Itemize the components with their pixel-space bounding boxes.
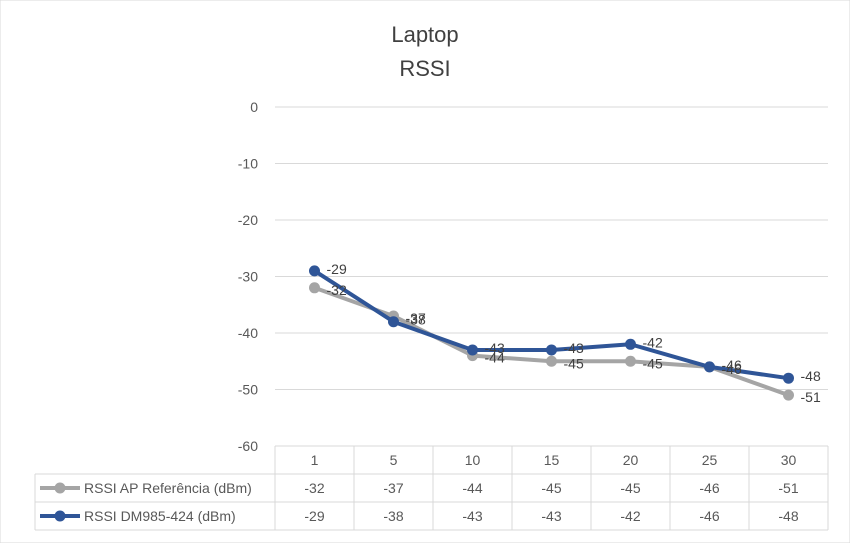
data-point: [625, 338, 636, 350]
y-tick-label: -30: [238, 269, 258, 285]
y-tick-label: -40: [238, 325, 258, 341]
data-label: -38: [406, 312, 426, 328]
data-point: [546, 344, 557, 356]
data-label: -43: [485, 340, 505, 356]
data-label: -43: [564, 340, 584, 356]
gridlines: [275, 106, 828, 447]
data-labels: -32 -37 -44 -45 -45 -46 -51 -29 -38 -43 -43 -42 -46 -…: [327, 261, 821, 405]
table-cell-value: -44: [462, 480, 482, 496]
x-category-label: 25: [702, 452, 718, 468]
y-tick-label: -60: [238, 438, 258, 454]
data-point: [309, 282, 320, 294]
data-point: [783, 389, 794, 401]
data-label: -32: [327, 282, 347, 298]
table-cell-value: -42: [620, 508, 640, 524]
legend-series-name: RSSI AP Referência (dBm): [84, 480, 252, 496]
table-cell-value: -29: [304, 508, 324, 524]
chart-title-line1: Laptop: [391, 22, 458, 47]
y-tick-label: -50: [238, 382, 258, 398]
data-point: [783, 372, 794, 384]
y-tick-label: 0: [250, 99, 258, 115]
data-label: -44: [485, 350, 505, 366]
y-axis-tick-labels: 0 -10 -20 -30 -40 -50 -60: [238, 99, 258, 454]
data-label: -48: [801, 368, 821, 384]
x-category-label: 1: [311, 452, 319, 468]
data-label: -29: [327, 261, 347, 277]
legend-series-name: RSSI DM985-424 (dBm): [84, 508, 236, 524]
table-cell-value: -48: [778, 508, 798, 524]
y-tick-label: -20: [238, 212, 258, 228]
table-cell-value: -32: [304, 480, 324, 496]
table-cell-value: -45: [620, 480, 640, 496]
x-category-label: 10: [465, 452, 481, 468]
chart-title-line2: RSSI: [399, 56, 450, 81]
data-label: -46: [722, 361, 742, 377]
data-point: [704, 361, 715, 373]
data-point: [546, 355, 557, 367]
x-category-label: 15: [544, 452, 560, 468]
table-cell-value: -45: [541, 480, 561, 496]
data-label: -42: [643, 334, 663, 350]
table-cell-value: -43: [541, 508, 561, 524]
series-lines: [309, 265, 794, 401]
data-point: [625, 355, 636, 367]
y-tick-label: -10: [238, 156, 258, 172]
data-label: -37: [406, 310, 426, 326]
data-point: [388, 316, 399, 328]
data-label: -45: [643, 355, 663, 371]
legend-marker-icon: [54, 482, 66, 494]
x-category-label: 30: [781, 452, 797, 468]
table-cell-value: -46: [699, 508, 719, 524]
data-label: -51: [801, 389, 821, 405]
data-point: [467, 344, 478, 356]
table-cell-value: -51: [778, 480, 798, 496]
table-cell-value: -46: [699, 480, 719, 496]
x-category-label: 5: [390, 452, 398, 468]
data-label: -46: [722, 357, 742, 373]
data-label: -45: [564, 355, 584, 371]
legend-marker-icon: [54, 510, 66, 522]
table-cell-value: -43: [462, 508, 482, 524]
table-cell-value: -38: [383, 508, 403, 524]
x-category-label: 20: [623, 452, 639, 468]
data-point: [309, 265, 320, 277]
table-cell-value: -37: [383, 480, 403, 496]
